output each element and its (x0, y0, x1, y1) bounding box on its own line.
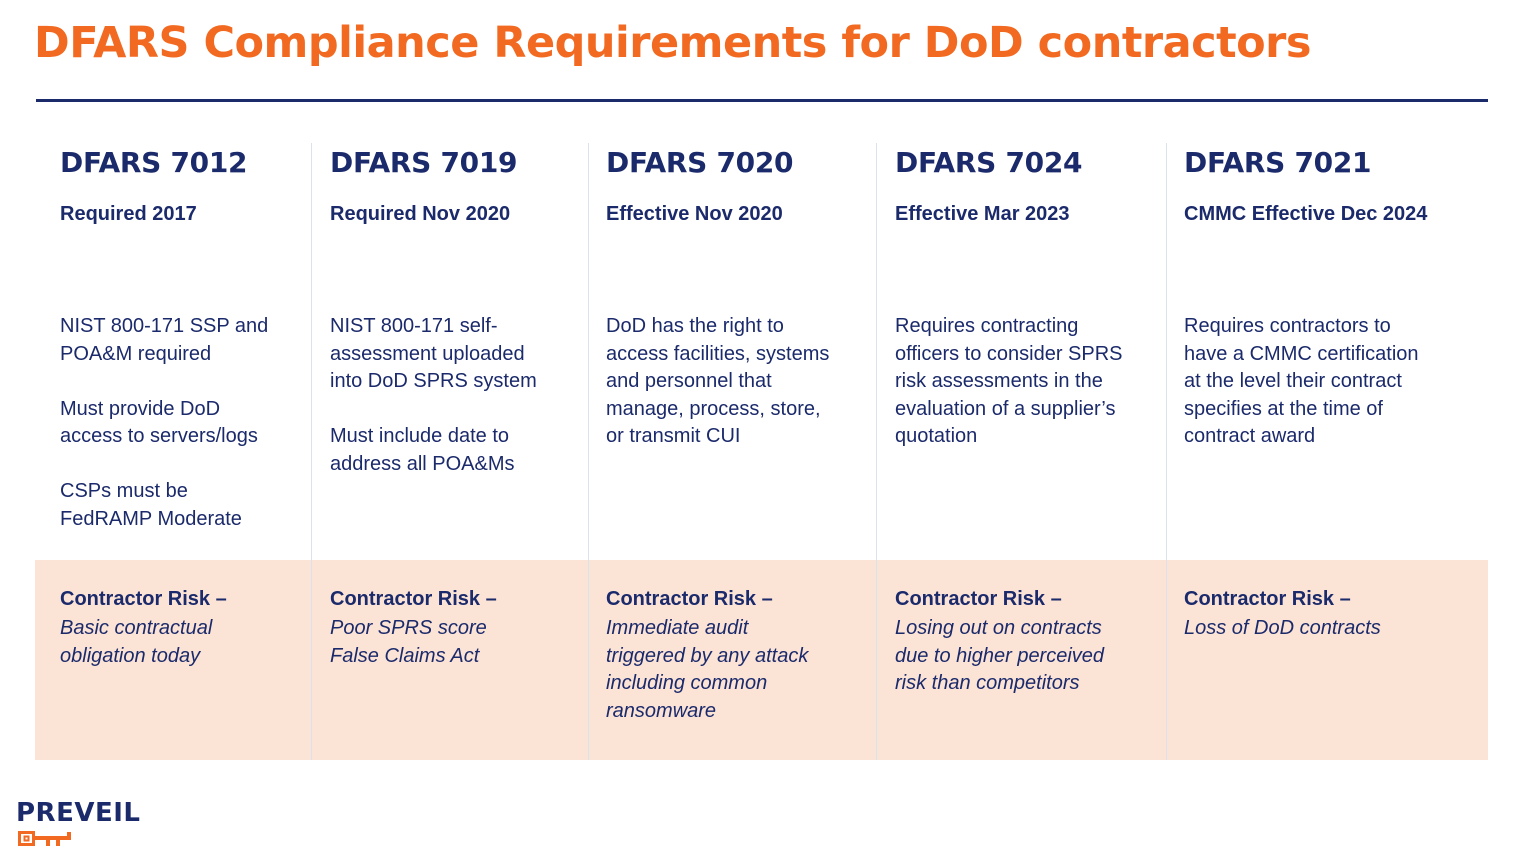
risk-line: triggered by any attack (606, 644, 809, 667)
requirement-line: into DoD SPRS system (330, 370, 537, 392)
requirement-line: at the level their contract (1184, 370, 1402, 392)
requirement-line: quotation (895, 425, 978, 447)
risk-line: Poor SPRS score (330, 617, 487, 639)
requirement-paragraph: DoD has the right to access facilities, s… (606, 313, 829, 451)
risk-band (35, 560, 1488, 760)
requirement-paragraph: NIST 800-171 self-assessment uploaded int… (330, 313, 537, 396)
requirement-line: have a CMMC certification (1184, 342, 1419, 365)
risk-description: Loss of DoD contracts (1184, 615, 1381, 643)
requirement-line: or transmit CUI (606, 425, 741, 447)
requirement-line: NIST 800-171 self- (330, 315, 498, 337)
requirement-line: assessment uploaded (330, 342, 525, 365)
risk-line: Losing out on contracts (895, 617, 1102, 639)
requirement-line: POA&M required (60, 342, 212, 365)
risk-label: Contractor Risk – (60, 588, 227, 610)
column-status: CMMC Effective Dec 2024 (1184, 203, 1428, 225)
requirement-line: Must include date to (330, 425, 509, 447)
column-status: Effective Mar 2023 (895, 203, 1070, 225)
risk-line: due to higher perceived (895, 644, 1105, 667)
column-status: Effective Nov 2020 (606, 203, 783, 225)
risk-description: Immediate audit triggered by any attack in… (606, 615, 808, 725)
requirement-line: address all POA&Ms (330, 452, 515, 475)
title-divider (36, 99, 1488, 102)
risk-label: Contractor Risk – (606, 588, 773, 610)
requirement-line: CSPs must be (60, 480, 188, 502)
risk-line: obligation today (60, 644, 201, 667)
requirement-line: specifies at the time of (1184, 397, 1383, 420)
requirement-paragraph: CSPs must be FedRAMP Moderate (60, 478, 242, 533)
logo-text: PREVEIL (16, 798, 141, 828)
column-heading: DFARS 7021 (1184, 146, 1372, 179)
risk-line: risk than competitors (895, 672, 1080, 694)
column-heading: DFARS 7019 (330, 146, 518, 179)
risk-line: ransomware (606, 699, 717, 722)
requirement-line: contract award (1184, 425, 1316, 447)
risk-label: Contractor Risk – (1184, 588, 1351, 610)
risk-line: False Claims Act (330, 644, 480, 667)
risk-line: Loss of DoD contracts (1184, 617, 1381, 639)
risk-label: Contractor Risk – (330, 588, 497, 610)
requirement-line: access to servers/logs (60, 425, 258, 447)
column-heading: DFARS 7020 (606, 146, 794, 179)
requirement-line: FedRAMP Moderate (60, 507, 242, 530)
requirement-line: Must provide DoD (60, 397, 221, 420)
requirement-line: and personnel that (606, 370, 772, 392)
risk-description: Losing out on contracts due to higher per… (895, 615, 1104, 698)
column-divider (588, 143, 589, 760)
requirement-paragraph: Must provide DoD access to servers/logs (60, 396, 258, 451)
requirement-line: evaluation of a supplier’s (895, 397, 1116, 420)
requirement-line: access facilities, systems (606, 342, 830, 365)
risk-line: Basic contractual (60, 617, 213, 639)
risk-label: Contractor Risk – (895, 588, 1062, 610)
page-title: DFARS Compliance Requirements for DoD co… (34, 18, 1312, 68)
column-divider (311, 143, 312, 760)
requirement-line: NIST 800-171 SSP and (60, 315, 269, 337)
requirement-paragraph: Requires contractors to have a CMMC certi… (1184, 313, 1419, 451)
requirement-line: Requires contractors to (1184, 315, 1391, 337)
requirement-paragraph: NIST 800-171 SSP and POA&M required (60, 313, 268, 368)
requirement-line: risk assessments in the (895, 370, 1103, 392)
column-divider (1166, 143, 1167, 760)
requirement-line: manage, process, store, (606, 397, 821, 420)
risk-line: Immediate audit (606, 617, 749, 639)
column-heading: DFARS 7024 (895, 146, 1083, 179)
column-divider (876, 143, 877, 760)
risk-line: including common (606, 672, 768, 694)
requirement-paragraph: Requires contracting officers to consider… (895, 313, 1123, 451)
requirement-paragraph: Must include date to address all POA&Ms (330, 423, 515, 478)
risk-description: Poor SPRS score False Claims Act (330, 615, 487, 670)
requirement-line: officers to consider SPRS (895, 342, 1123, 365)
risk-description: Basic contractual obligation today (60, 615, 212, 670)
requirement-line: DoD has the right to (606, 315, 784, 337)
requirement-line: Requires contracting (895, 315, 1079, 337)
column-status: Required 2017 (60, 203, 197, 225)
key-icon (18, 831, 71, 846)
preveil-logo: PREVEIL (16, 798, 146, 854)
column-status: Required Nov 2020 (330, 203, 511, 225)
column-heading: DFARS 7012 (60, 146, 248, 179)
